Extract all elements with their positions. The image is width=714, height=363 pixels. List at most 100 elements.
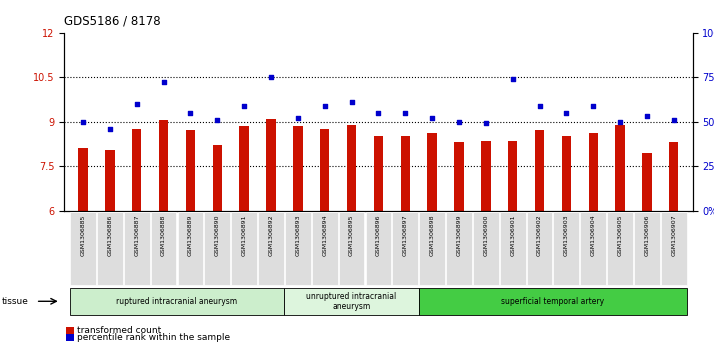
Bar	[373, 136, 383, 211]
Text: GSM1306903: GSM1306903	[564, 214, 569, 256]
Bar	[615, 125, 625, 211]
Point	[319, 103, 331, 109]
FancyBboxPatch shape	[338, 212, 364, 285]
Text: GSM1306897: GSM1306897	[403, 214, 408, 256]
FancyBboxPatch shape	[446, 212, 472, 285]
Point	[346, 99, 357, 105]
Point	[426, 115, 438, 121]
Text: GSM1306900: GSM1306900	[483, 214, 488, 256]
Text: GSM1306905: GSM1306905	[618, 214, 623, 256]
FancyBboxPatch shape	[418, 288, 687, 315]
Bar	[186, 131, 195, 211]
FancyBboxPatch shape	[258, 212, 284, 285]
Text: GSM1306889: GSM1306889	[188, 214, 193, 256]
Bar	[159, 120, 169, 211]
Point	[185, 110, 196, 115]
Point	[373, 110, 384, 115]
FancyBboxPatch shape	[231, 212, 257, 285]
Text: GSM1306902: GSM1306902	[537, 214, 542, 256]
Text: GSM1306899: GSM1306899	[456, 214, 461, 256]
Text: GSM1306888: GSM1306888	[161, 214, 166, 256]
Point	[400, 110, 411, 115]
FancyBboxPatch shape	[366, 212, 391, 285]
Point	[641, 113, 653, 119]
Bar	[79, 148, 88, 211]
Bar	[132, 129, 141, 211]
Point	[480, 121, 491, 126]
Bar	[401, 136, 410, 211]
Point	[453, 119, 465, 125]
Point	[507, 76, 518, 82]
Point	[560, 110, 572, 115]
FancyBboxPatch shape	[527, 212, 553, 285]
Point	[266, 74, 277, 80]
Text: GSM1306904: GSM1306904	[590, 214, 595, 256]
FancyBboxPatch shape	[553, 212, 579, 285]
Point	[238, 103, 250, 109]
Text: GSM1306896: GSM1306896	[376, 214, 381, 256]
Text: GSM1306907: GSM1306907	[671, 214, 676, 256]
FancyBboxPatch shape	[580, 212, 606, 285]
FancyBboxPatch shape	[124, 212, 150, 285]
Text: GSM1306893: GSM1306893	[296, 214, 301, 256]
FancyBboxPatch shape	[70, 288, 284, 315]
Point	[104, 126, 116, 132]
Text: transformed count: transformed count	[77, 326, 161, 335]
Text: tissue: tissue	[1, 297, 29, 306]
Point	[77, 119, 89, 125]
Point	[131, 101, 143, 107]
FancyBboxPatch shape	[473, 212, 498, 285]
Text: GSM1306886: GSM1306886	[107, 214, 112, 256]
Point	[668, 117, 680, 123]
Bar	[213, 145, 222, 211]
Point	[534, 103, 545, 109]
Text: GSM1306901: GSM1306901	[511, 214, 516, 256]
Text: GSM1306892: GSM1306892	[268, 214, 273, 256]
Bar	[562, 136, 571, 211]
Text: GSM1306898: GSM1306898	[430, 214, 435, 256]
Text: unruptured intracranial
aneurysm: unruptured intracranial aneurysm	[306, 291, 397, 311]
Text: GSM1306887: GSM1306887	[134, 214, 139, 256]
FancyBboxPatch shape	[607, 212, 633, 285]
Bar	[239, 126, 249, 211]
Text: percentile rank within the sample: percentile rank within the sample	[77, 333, 230, 342]
FancyBboxPatch shape	[285, 212, 311, 285]
Bar	[588, 134, 598, 211]
Text: GSM1306891: GSM1306891	[241, 214, 246, 256]
Text: GSM1306890: GSM1306890	[215, 214, 220, 256]
FancyBboxPatch shape	[419, 212, 445, 285]
FancyBboxPatch shape	[312, 212, 338, 285]
Bar	[266, 119, 276, 211]
Bar	[535, 131, 544, 211]
Bar	[508, 141, 518, 211]
Point	[292, 115, 303, 121]
FancyBboxPatch shape	[151, 212, 176, 285]
Bar	[428, 134, 437, 211]
Text: GSM1306906: GSM1306906	[645, 214, 650, 256]
FancyBboxPatch shape	[204, 212, 230, 285]
Bar	[293, 126, 303, 211]
Text: GSM1306894: GSM1306894	[322, 214, 327, 256]
Bar	[347, 125, 356, 211]
Text: GSM1306895: GSM1306895	[349, 214, 354, 256]
FancyBboxPatch shape	[634, 212, 660, 285]
Point	[158, 79, 169, 85]
Bar	[105, 150, 115, 211]
FancyBboxPatch shape	[70, 212, 96, 285]
Text: superficial temporal artery: superficial temporal artery	[501, 297, 605, 306]
Text: ruptured intracranial aneurysm: ruptured intracranial aneurysm	[116, 297, 238, 306]
Text: GDS5186 / 8178: GDS5186 / 8178	[64, 15, 161, 28]
Point	[614, 119, 625, 125]
FancyBboxPatch shape	[284, 288, 418, 315]
Bar	[454, 142, 463, 211]
FancyBboxPatch shape	[393, 212, 418, 285]
Point	[588, 103, 599, 109]
FancyBboxPatch shape	[500, 212, 526, 285]
Point	[211, 117, 223, 123]
Text: GSM1306885: GSM1306885	[81, 214, 86, 256]
Bar	[669, 142, 678, 211]
Bar	[320, 129, 329, 211]
FancyBboxPatch shape	[97, 212, 123, 285]
Bar	[481, 141, 491, 211]
FancyBboxPatch shape	[661, 212, 687, 285]
